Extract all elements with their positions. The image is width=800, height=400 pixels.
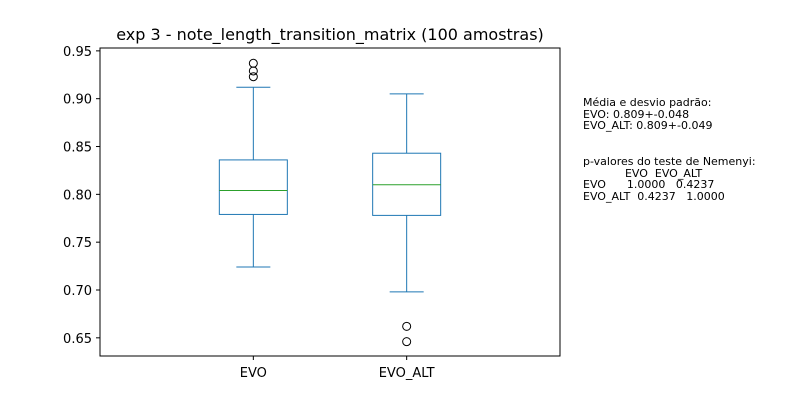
annotation-line: EVO_ALT 0.4237 1.0000: [583, 189, 725, 203]
y-tick-label: 0.95: [63, 45, 92, 60]
box-iqr: [218, 159, 288, 215]
chart-title: exp 3 - note_length_transition_matrix (1…: [116, 25, 544, 45]
annotation-line: EVO_ALT: 0.809+-0.049: [583, 119, 713, 133]
annotation-line: p-valores do teste de Nemenyi:: [583, 155, 756, 168]
y-tick-label: 0.90: [63, 93, 92, 108]
y-tick-label: 0.75: [63, 236, 92, 251]
annotation-line: EVO 1.0000 0.4237: [583, 178, 715, 192]
outlier-point: [248, 72, 258, 82]
y-tick-label: 0.85: [63, 141, 92, 156]
nemenyi-pvalues-text: p-valores do teste de Nemenyi: EVO EVO_A…: [583, 156, 756, 202]
outlier-point: [402, 337, 412, 347]
x-tick-label: EVO: [240, 366, 267, 381]
y-tick-label: 0.80: [63, 188, 92, 203]
summary-stats-text: Média e desvio padrão: EVO: 0.809+-0.048 E…: [583, 97, 712, 132]
outlier-point: [248, 58, 258, 68]
y-tick-label: 0.65: [63, 332, 92, 347]
annotation-line: EVO: 0.809+-0.048: [583, 107, 690, 121]
y-tick-label: 0.70: [63, 284, 92, 299]
x-tick-label: EVO_ALT: [379, 366, 435, 381]
annotation-line: Média e desvio padrão:: [583, 96, 712, 109]
outlier-point: [248, 66, 258, 76]
plot-frame: [99, 47, 561, 357]
outlier-point: [402, 321, 412, 331]
annotation-line: EVO EVO_ALT: [583, 166, 703, 180]
